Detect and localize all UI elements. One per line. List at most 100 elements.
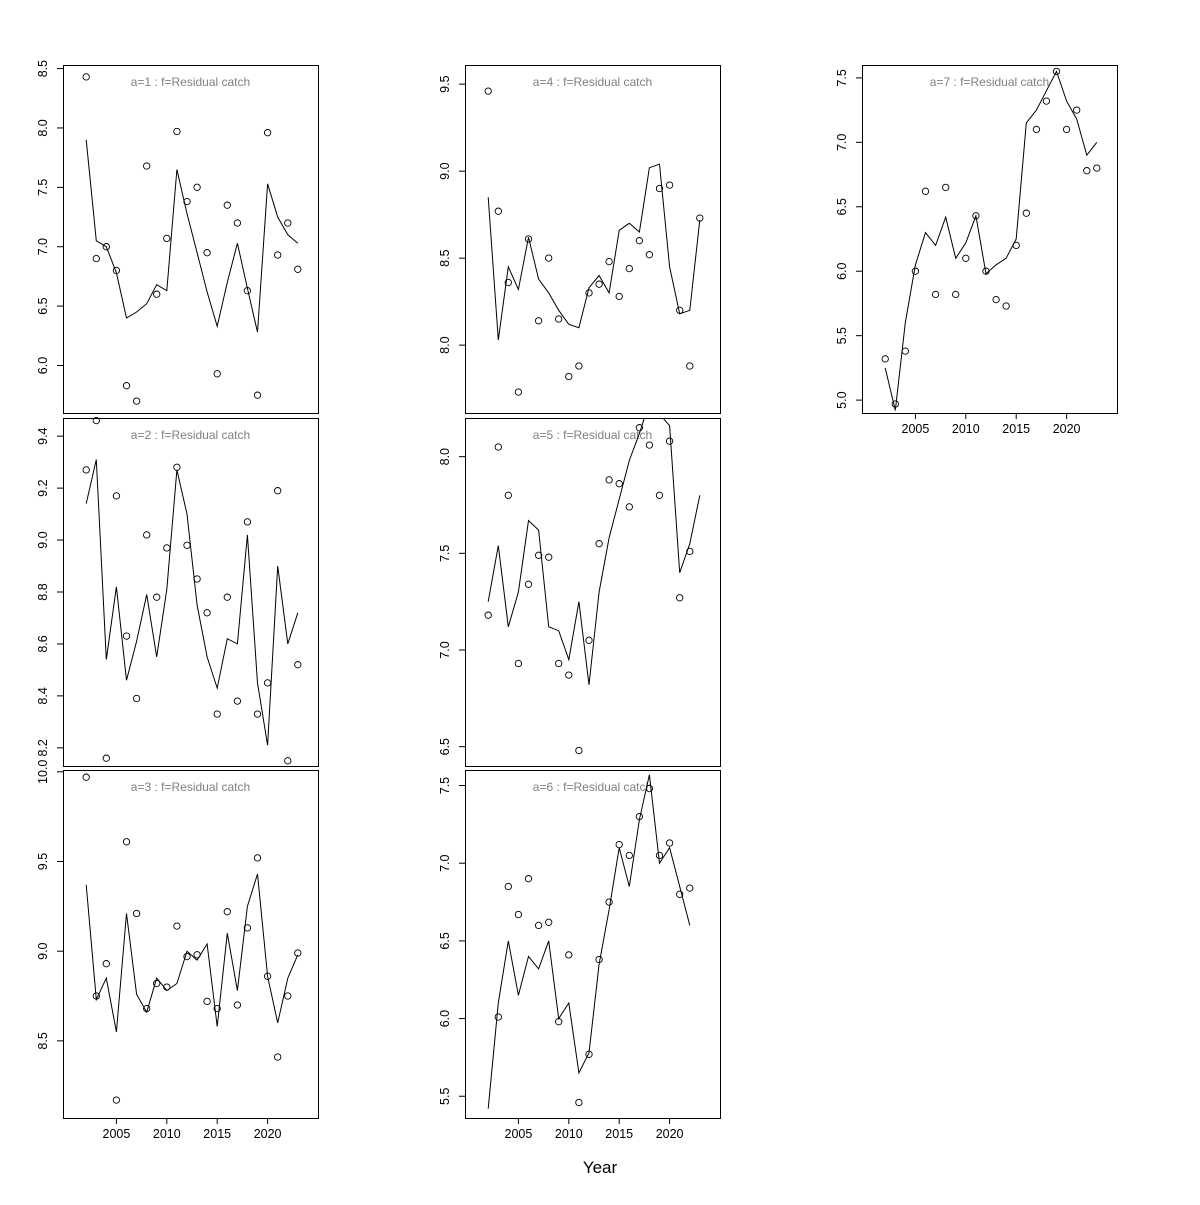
data-point xyxy=(213,710,221,718)
data-point xyxy=(625,851,633,860)
data-point xyxy=(92,254,100,263)
data-point xyxy=(284,757,292,765)
data-point xyxy=(655,851,664,860)
data-point xyxy=(962,254,970,262)
panel-3: a=7 : f=Residual catch 5.0 5.5 6.0 6.5 7.0 7.5… xyxy=(835,65,1118,436)
panel-border xyxy=(465,418,721,767)
data-point xyxy=(82,466,90,474)
x-tick-label: 2005 xyxy=(103,1127,131,1141)
data-point xyxy=(635,424,644,432)
data-point xyxy=(122,838,131,846)
y-tick-label: 7.0 xyxy=(835,134,849,151)
data-point xyxy=(102,754,110,762)
data-point xyxy=(575,1098,583,1107)
y-tick-label: 7.5 xyxy=(36,179,50,196)
data-point xyxy=(243,287,252,295)
data-point xyxy=(645,784,654,793)
data-point xyxy=(595,955,603,964)
data-point xyxy=(263,972,272,980)
y-tick-label: 8.4 xyxy=(36,687,50,704)
data-point xyxy=(615,292,623,301)
data-point xyxy=(1052,67,1061,76)
data-point xyxy=(1062,125,1071,134)
data-point xyxy=(972,212,980,220)
data-point xyxy=(686,547,694,556)
data-point xyxy=(524,875,533,883)
data-point xyxy=(545,553,553,561)
x-tick-label: 2020 xyxy=(1053,422,1081,436)
y-tick-label: 10.0 xyxy=(36,760,50,784)
y-tick-label: 6.0 xyxy=(835,262,849,279)
y-tick-label: 5.0 xyxy=(835,391,849,408)
data-point xyxy=(494,443,502,451)
fit-line xyxy=(487,163,701,340)
data-point xyxy=(294,265,302,273)
panel-title: a=7 : f=Residual catch xyxy=(930,75,1049,89)
data-point xyxy=(585,636,593,644)
data-point xyxy=(1042,97,1051,105)
data-point xyxy=(605,257,613,266)
data-point xyxy=(253,854,262,862)
data-point xyxy=(233,219,242,227)
y-tick-label: 6.0 xyxy=(36,357,50,374)
data-point xyxy=(494,1013,502,1021)
data-point xyxy=(132,909,141,918)
data-point xyxy=(143,1004,151,1013)
y-tick-label: 7.5 xyxy=(438,777,452,794)
data-point xyxy=(575,362,583,370)
data-point xyxy=(294,949,302,957)
y-tick-label: 8.5 xyxy=(36,1032,50,1049)
data-point xyxy=(942,183,950,192)
data-point xyxy=(655,184,664,193)
data-point xyxy=(645,441,654,449)
data-point xyxy=(183,952,191,961)
data-point xyxy=(112,492,121,500)
data-point xyxy=(595,540,603,548)
data-point xyxy=(112,266,121,275)
data-point xyxy=(676,594,684,602)
data-point xyxy=(534,317,543,325)
data-point xyxy=(1022,209,1030,217)
panel-5: a=5 : f=Residual catch 6.5 7.0 7.5 8.0 xyxy=(438,418,721,767)
data-point xyxy=(223,201,231,209)
data-point xyxy=(112,1096,121,1104)
panel-title: a=1 : f=Residual catch xyxy=(131,75,250,89)
data-point xyxy=(982,267,990,275)
data-point xyxy=(484,611,492,619)
data-point xyxy=(173,463,181,471)
x-tick-label: 2010 xyxy=(153,1127,181,1141)
data-point xyxy=(153,290,161,298)
data-point xyxy=(253,391,262,399)
data-point xyxy=(625,503,633,511)
data-point xyxy=(504,278,512,287)
data-point xyxy=(263,129,272,137)
data-point xyxy=(524,580,533,588)
data-point xyxy=(263,679,272,687)
panel-title: a=6 : f=Residual catch xyxy=(533,780,652,794)
data-point xyxy=(555,659,563,668)
fit-line xyxy=(85,459,299,746)
data-point xyxy=(645,251,654,259)
y-tick-label: 8.0 xyxy=(438,336,452,353)
x-tick-label: 2020 xyxy=(254,1127,282,1141)
x-tick-label: 2010 xyxy=(952,422,980,436)
data-point xyxy=(284,219,292,227)
data-point xyxy=(1012,241,1020,250)
data-point xyxy=(921,187,930,195)
x-axis-title: Year xyxy=(582,1158,618,1177)
data-point xyxy=(665,437,674,445)
y-tick-label: 8.0 xyxy=(438,448,452,465)
data-point xyxy=(555,315,563,323)
data-point xyxy=(1002,302,1010,310)
data-point xyxy=(122,382,131,390)
data-point xyxy=(931,290,940,299)
data-point xyxy=(891,400,899,408)
y-tick-label: 8.0 xyxy=(36,119,50,136)
y-tick-label: 7.5 xyxy=(438,545,452,562)
data-point xyxy=(514,659,523,668)
panel-7: a=6 : f=Residual catch 5.5 6.0 6.5 7.0 7.5 200… xyxy=(438,770,721,1141)
data-point xyxy=(82,73,90,81)
data-point xyxy=(952,290,960,299)
data-point xyxy=(565,372,573,381)
